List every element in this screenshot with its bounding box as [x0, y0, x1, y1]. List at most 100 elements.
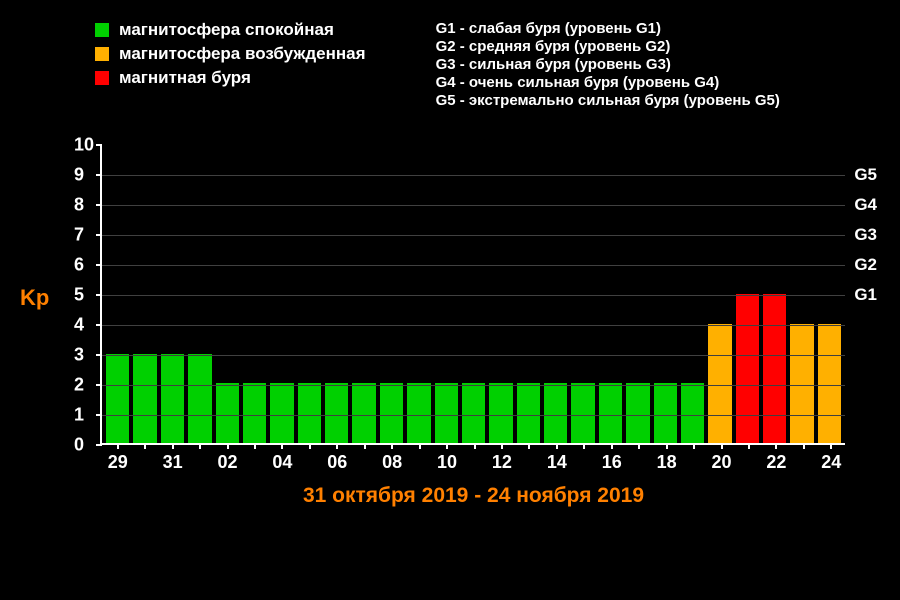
- bar: [380, 383, 403, 443]
- x-tick-mark: [199, 443, 201, 449]
- x-tick-mark: [474, 443, 476, 449]
- x-tick-mark: [254, 443, 256, 449]
- g-level-label: G2 - средняя буря (уровень G2): [436, 38, 780, 55]
- y-tick-mark: [96, 234, 102, 236]
- x-tick-mark: [446, 443, 448, 449]
- bar: [599, 383, 622, 443]
- gridline: [102, 265, 845, 266]
- x-tick-mark: [583, 443, 585, 449]
- x-tick-mark: [336, 443, 338, 449]
- x-tick-mark: [830, 443, 832, 449]
- x-tick-mark: [611, 443, 613, 449]
- gridline: [102, 385, 845, 386]
- legend-item: магнитосфера возбужденная: [95, 44, 366, 64]
- g-level-label: G4 - очень сильная буря (уровень G4): [436, 74, 780, 91]
- y-tick-label: 6: [74, 255, 84, 276]
- x-axis-caption: 31 октября 2019 - 24 ноября 2019: [303, 484, 644, 508]
- legend-label: магнитосфера возбужденная: [119, 44, 366, 64]
- x-tick-label: 06: [327, 452, 347, 473]
- legend-item: магнитосфера спокойная: [95, 20, 366, 40]
- x-tick-mark: [693, 443, 695, 449]
- x-tick-label: 08: [382, 452, 402, 473]
- y-tick-label: 1: [74, 405, 84, 426]
- x-tick-mark: [775, 443, 777, 449]
- y-tick-mark: [96, 414, 102, 416]
- y-tick-mark: [96, 144, 102, 146]
- g-tick-label: G1: [854, 285, 877, 305]
- y-tick-mark: [96, 264, 102, 266]
- bar: [462, 383, 485, 443]
- bar: [352, 383, 375, 443]
- x-tick-mark: [391, 443, 393, 449]
- x-tick-mark: [419, 443, 421, 449]
- x-tick-label: 24: [821, 452, 841, 473]
- x-tick-mark: [309, 443, 311, 449]
- x-tick-mark: [556, 443, 558, 449]
- bar: [243, 383, 266, 443]
- bar: [216, 383, 239, 443]
- g-level-label: G3 - сильная буря (уровень G3): [436, 56, 780, 73]
- x-tick-label: 29: [108, 452, 128, 473]
- bar: [270, 383, 293, 443]
- bar: [489, 383, 512, 443]
- y-tick-label: 0: [74, 435, 84, 456]
- bar: [133, 354, 156, 443]
- gridline: [102, 355, 845, 356]
- x-tick-label: 18: [657, 452, 677, 473]
- legend-swatch: [95, 47, 109, 61]
- y-tick-label: 5: [74, 285, 84, 306]
- legend-label: магнитосфера спокойная: [119, 20, 334, 40]
- x-tick-mark: [528, 443, 530, 449]
- y-tick-mark: [96, 204, 102, 206]
- x-tick-mark: [638, 443, 640, 449]
- x-tick-mark: [227, 443, 229, 449]
- legend-item: магнитная буря: [95, 68, 366, 88]
- y-tick-mark: [96, 444, 102, 446]
- y-tick-label: 9: [74, 165, 84, 186]
- x-tick-label: 20: [711, 452, 731, 473]
- x-tick-mark: [666, 443, 668, 449]
- y-tick-mark: [96, 294, 102, 296]
- bar: [435, 383, 458, 443]
- x-tick-mark: [117, 443, 119, 449]
- x-tick-label: 04: [272, 452, 292, 473]
- y-axis-label: Kp: [20, 285, 49, 311]
- bars-container: [102, 145, 845, 443]
- y-tick-label: 4: [74, 315, 84, 336]
- y-tick-mark: [96, 384, 102, 386]
- x-tick-label: 16: [602, 452, 622, 473]
- legend-swatch: [95, 23, 109, 37]
- g-tick-label: G4: [854, 195, 877, 215]
- x-tick-label: 02: [217, 452, 237, 473]
- color-legend: магнитосфера спокойная магнитосфера возбу…: [95, 20, 366, 109]
- g-level-label: G1 - слабая буря (уровень G1): [436, 20, 780, 37]
- legend-swatch: [95, 71, 109, 85]
- y-tick-mark: [96, 174, 102, 176]
- x-tick-mark: [501, 443, 503, 449]
- x-tick-mark: [281, 443, 283, 449]
- x-tick-label: 31: [163, 452, 183, 473]
- x-tick-mark: [748, 443, 750, 449]
- bar: [654, 383, 677, 443]
- bar: [763, 294, 786, 443]
- y-tick-mark: [96, 354, 102, 356]
- kp-chart: Kp 31 октября 2019 - 24 ноября 2019 0123…: [70, 145, 860, 485]
- g-tick-label: G2: [854, 255, 877, 275]
- x-tick-label: 14: [547, 452, 567, 473]
- g-tick-label: G5: [854, 165, 877, 185]
- bar: [161, 354, 184, 443]
- bar: [188, 354, 211, 443]
- bar: [298, 383, 321, 443]
- x-tick-label: 10: [437, 452, 457, 473]
- x-tick-label: 12: [492, 452, 512, 473]
- x-tick-mark: [144, 443, 146, 449]
- gridline: [102, 325, 845, 326]
- bar: [818, 324, 841, 443]
- bar: [544, 383, 567, 443]
- bar: [736, 294, 759, 443]
- x-tick-mark: [364, 443, 366, 449]
- y-tick-label: 10: [74, 135, 94, 156]
- plot-area: 31 октября 2019 - 24 ноября 2019 0123456…: [100, 145, 845, 445]
- bar: [571, 383, 594, 443]
- gridline: [102, 415, 845, 416]
